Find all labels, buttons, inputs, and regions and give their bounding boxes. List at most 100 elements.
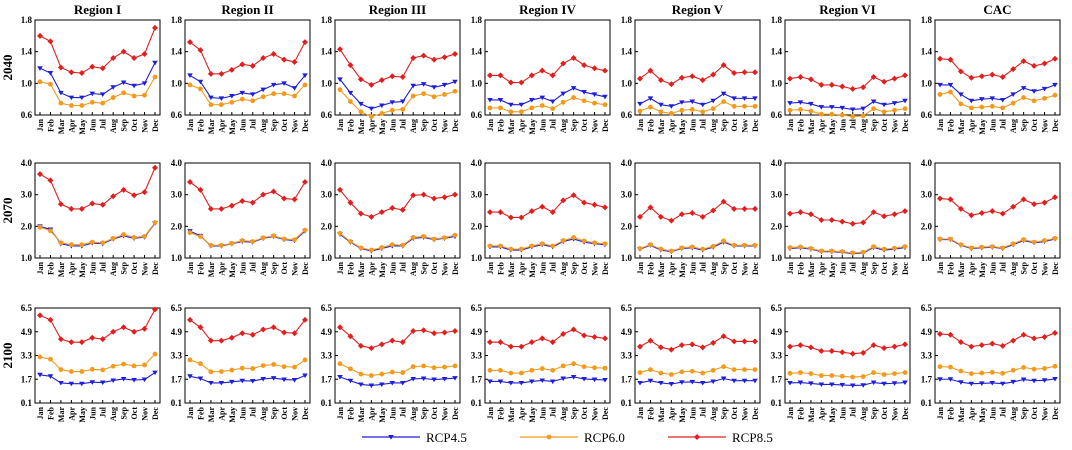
data-point xyxy=(658,102,664,108)
x-tick-label: Nov xyxy=(1041,407,1050,421)
data-point xyxy=(37,354,43,360)
data-point xyxy=(228,202,235,209)
data-point xyxy=(902,208,908,215)
data-point xyxy=(668,372,674,377)
x-tick-label: Dec xyxy=(151,262,160,275)
data-point xyxy=(528,72,535,79)
data-point xyxy=(741,378,748,384)
data-point xyxy=(358,109,364,115)
data-point xyxy=(741,69,748,76)
data-point xyxy=(110,235,116,241)
data-point xyxy=(218,369,224,374)
x-tick-label: Jan xyxy=(186,261,195,274)
data-point xyxy=(239,330,246,337)
data-point xyxy=(1031,366,1037,372)
y-tick-label: 0.1 xyxy=(171,398,183,408)
data-point xyxy=(400,107,406,112)
data-point xyxy=(379,103,385,109)
data-point xyxy=(421,363,427,369)
data-point xyxy=(787,210,793,217)
data-point xyxy=(571,95,577,100)
y-tick-label: 3.3 xyxy=(471,351,483,361)
x-tick-label: Oct xyxy=(1030,119,1039,132)
x-tick-label: Jun xyxy=(688,261,697,274)
data-point xyxy=(808,246,814,251)
x-tick-label: Jun xyxy=(88,261,97,274)
x-tick-label: May xyxy=(228,262,237,278)
data-point xyxy=(152,24,158,31)
x-tick-label: Apr xyxy=(367,262,376,276)
x-tick-label: Jun xyxy=(238,261,247,274)
data-point xyxy=(1041,60,1048,67)
data-point xyxy=(141,51,148,58)
data-point xyxy=(389,204,396,211)
data-point xyxy=(281,329,288,336)
data-point xyxy=(68,103,74,108)
data-point xyxy=(410,55,417,61)
series-line xyxy=(939,91,1056,109)
data-point xyxy=(752,367,758,373)
data-point xyxy=(937,377,943,382)
x-tick-label: Sep xyxy=(1020,118,1029,131)
data-point xyxy=(249,92,256,98)
data-point xyxy=(431,56,438,63)
x-tick-label: Nov xyxy=(891,119,900,133)
data-point xyxy=(989,103,995,109)
y-tick-label: 0.6 xyxy=(771,110,783,120)
panel-frame xyxy=(34,19,161,116)
data-point xyxy=(902,380,908,386)
data-point xyxy=(508,109,514,115)
x-tick-label: Apr xyxy=(517,407,526,421)
x-tick-label: Sep xyxy=(720,118,729,131)
data-point xyxy=(850,114,856,119)
panel: 1.0 2.0 3.0 4.0 Jan Feb Mar Apr May Jun Jul Aug Sep O… xyxy=(771,158,911,278)
x-tick-label: May xyxy=(228,119,237,135)
data-point xyxy=(37,32,43,39)
y-tick-label: 0.1 xyxy=(921,398,933,408)
data-point xyxy=(549,99,556,105)
y-tick-label: 3.0 xyxy=(921,190,933,200)
x-tick-label: Mar xyxy=(207,262,216,278)
data-point xyxy=(860,113,866,119)
data-point xyxy=(979,104,985,110)
data-point xyxy=(602,377,608,383)
data-point xyxy=(999,97,1006,103)
data-point xyxy=(699,380,706,386)
data-point xyxy=(658,109,664,115)
y-tick-label: 1.4 xyxy=(621,47,633,57)
data-point xyxy=(68,205,75,212)
data-point xyxy=(302,373,308,379)
data-point xyxy=(720,333,727,340)
x-tick-label: Dec xyxy=(601,407,610,420)
series-line xyxy=(39,27,156,74)
column-title: Region III xyxy=(369,2,426,17)
x-tick-label: Mar xyxy=(657,262,666,278)
data-point xyxy=(881,213,888,220)
data-point xyxy=(110,55,117,61)
legend-label: RCP4.5 xyxy=(426,430,467,445)
data-point xyxy=(860,219,867,226)
series-line xyxy=(189,375,306,384)
data-point xyxy=(68,369,74,374)
x-tick-label: Jan xyxy=(36,406,45,419)
x-tick-label: Jan xyxy=(486,261,495,274)
data-point xyxy=(637,213,643,220)
panel: 0.1 1.7 3.3 4.9 6.5 Jan Feb Mar Apr May Jun Jul Aug S… xyxy=(621,303,761,423)
panel: 0.1 1.7 3.3 4.9 6.5 Jan Feb Mar Apr May Jun Jul Aug S… xyxy=(471,303,611,423)
y-tick-label: 1.8 xyxy=(321,15,333,25)
data-point xyxy=(207,205,214,212)
data-point xyxy=(410,328,417,335)
data-point xyxy=(498,243,503,249)
series-line xyxy=(789,343,906,355)
x-tick-label: Aug xyxy=(259,407,268,421)
y-tick-label: 1.8 xyxy=(171,15,183,25)
y-tick-label: 6.5 xyxy=(321,303,333,313)
panel: 0.6 1.0 1.4 1.8 Jan Feb Mar Apr May Jun Jul Aug Sep O… xyxy=(771,15,911,135)
data-point xyxy=(979,244,985,250)
x-tick-label: May xyxy=(528,262,537,278)
x-tick-label: Aug xyxy=(859,119,868,133)
x-tick-label: Dec xyxy=(301,407,310,420)
y-tick-label: 6.5 xyxy=(171,303,183,313)
x-tick-label: Dec xyxy=(751,262,760,275)
data-point xyxy=(348,366,353,372)
